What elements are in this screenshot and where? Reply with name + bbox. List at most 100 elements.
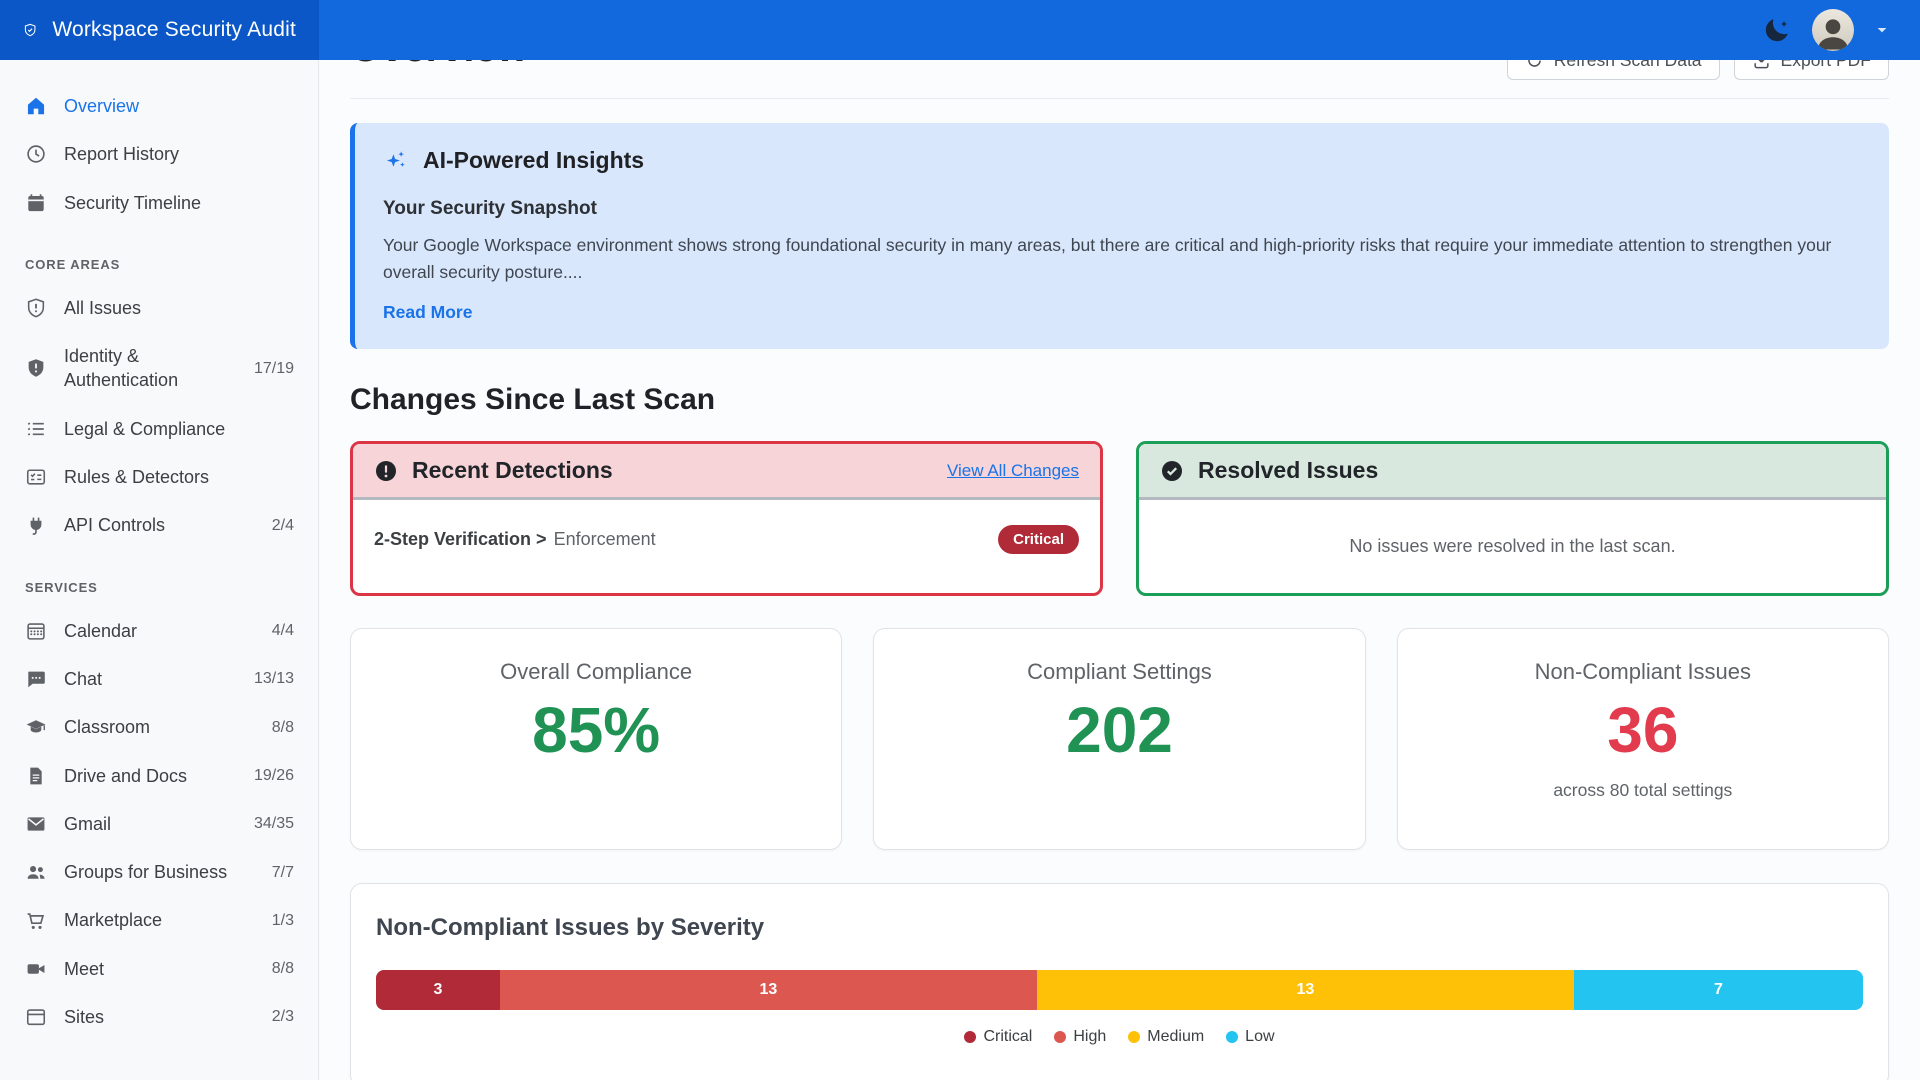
sidebar-item-legal-compliance[interactable]: Legal & Compliance <box>0 405 318 453</box>
legend-dot-medium <box>1128 1031 1141 1044</box>
sidebar-item-icon <box>25 958 47 980</box>
legend-item-high: High <box>1054 1028 1106 1046</box>
stat-card: Compliant Settings 202 <box>873 628 1366 851</box>
detection-setting: 2-Step Verification > <box>374 529 547 550</box>
sidebar-item-count: 1/3 <box>271 911 294 929</box>
sidebar-item-label: Gmail <box>64 813 112 834</box>
sidebar-item-icon <box>25 95 47 117</box>
sidebar-item-label: All Issues <box>64 297 142 318</box>
ai-snapshot-body: Your Google Workspace environment shows … <box>383 235 1832 283</box>
sidebar-section-header: CORE AREAS <box>25 256 121 272</box>
sidebar-item-gmail[interactable]: Gmail 34/35 <box>0 800 318 848</box>
sidebar-item-icon <box>25 813 47 835</box>
severity-legend: Critical High Medium Low <box>376 1028 1863 1046</box>
topbar: Workspace Security Audit <box>0 0 1920 60</box>
sidebar-item-count: 13/13 <box>253 670 294 688</box>
severity-segment-critical: 3 <box>376 970 500 1011</box>
sidebar-item-count: 8/8 <box>271 718 294 736</box>
severity-title: Non-Compliant Issues by Severity <box>376 914 765 942</box>
severity-badge: Critical <box>998 525 1079 555</box>
sidebar-item-all-issues[interactable]: All Issues <box>0 284 318 332</box>
sidebar-item-icon <box>25 297 47 319</box>
sidebar-item-label: Drive and Docs <box>64 765 188 786</box>
sidebar-section-header: SERVICES <box>25 579 98 595</box>
sidebar: Overview Report History Security Timelin… <box>0 60 319 1080</box>
shield-check-icon <box>23 17 37 43</box>
severity-segment-medium: 13 <box>1036 970 1574 1011</box>
sidebar-item-icon <box>25 418 47 440</box>
view-all-changes-link[interactable]: View All Changes <box>947 460 1079 480</box>
sidebar-item-rules-detectors[interactable]: Rules & Detectors <box>0 453 318 501</box>
sidebar-item-label: Sites <box>64 1007 105 1028</box>
detection-row[interactable]: 2-Step Verification > Enforcement Critic… <box>353 500 1100 584</box>
severity-segment-high: 13 <box>499 970 1037 1011</box>
sidebar-item-count: 34/35 <box>253 815 294 833</box>
sidebar-item-label: Chat <box>64 668 103 689</box>
legend-item-critical: Critical <box>964 1028 1032 1046</box>
ai-insights-title: AI-Powered Insights <box>423 147 645 173</box>
sidebar-item-label: Rules & Detectors <box>64 467 210 488</box>
sidebar-item-label: Marketplace <box>64 910 163 931</box>
seal-check-icon <box>1160 459 1184 483</box>
resolved-empty-text: No issues were resolved in the last scan… <box>1349 536 1676 557</box>
app-title: Workspace Security Audit <box>52 18 296 41</box>
sidebar-item-sites[interactable]: Sites 2/3 <box>0 993 318 1041</box>
sidebar-item-label: Legal & Compliance <box>64 418 226 439</box>
sidebar-item-label: API Controls <box>64 515 166 536</box>
header-divider <box>350 98 1889 99</box>
sidebar-item-icon <box>25 515 47 537</box>
stat-card: Non-Compliant Issues 36 across 80 total … <box>1396 628 1889 851</box>
recent-detections-title: Recent Detections <box>412 457 613 484</box>
sidebar-item-calendar[interactable]: Calendar 4/4 <box>0 607 318 655</box>
chevron-down-icon[interactable] <box>1874 22 1890 38</box>
sidebar-item-meet[interactable]: Meet 8/8 <box>0 945 318 993</box>
moon-icon[interactable] <box>1762 15 1792 45</box>
sidebar-item-label: Report History <box>64 144 180 165</box>
sidebar-item-label: Calendar <box>64 620 138 641</box>
sidebar-item-marketplace[interactable]: Marketplace 1/3 <box>0 896 318 944</box>
resolved-issues-card: Resolved Issues No issues were resolved … <box>1136 441 1889 597</box>
sidebar-item-icon <box>25 143 47 165</box>
sidebar-item-identity-authentication[interactable]: Identity & Authentication 17/19 <box>0 332 318 405</box>
sidebar-item-label: Meet <box>64 958 105 979</box>
detection-subsetting: Enforcement <box>553 529 656 550</box>
sidebar-item-count: 17/19 <box>253 359 294 377</box>
sidebar-item-drive-and-docs[interactable]: Drive and Docs 19/26 <box>0 752 318 800</box>
exclamation-circle-icon <box>374 459 398 483</box>
sidebar-item-count: 4/4 <box>271 622 294 640</box>
sidebar-item-groups-for-business[interactable]: Groups for Business 7/7 <box>0 848 318 896</box>
sidebar-item-count: 19/26 <box>253 766 294 784</box>
sidebar-item-icon <box>25 910 47 932</box>
sidebar-item-label: Overview <box>64 96 140 116</box>
severity-bar: 3 13 13 7 <box>376 970 1863 1011</box>
legend-dot-critical <box>964 1031 977 1044</box>
sidebar-item-classroom[interactable]: Classroom 8/8 <box>0 703 318 751</box>
sidebar-item-label: Security Timeline <box>64 192 202 213</box>
sidebar-item-label: Groups for Business <box>64 862 228 883</box>
sidebar-item-api-controls[interactable]: API Controls 2/4 <box>0 501 318 549</box>
sidebar-item-icon <box>25 620 47 642</box>
stat-value: 85% <box>532 694 661 767</box>
sidebar-item-label: Identity & Authentication <box>64 346 179 391</box>
stat-label: Overall Compliance <box>500 659 693 685</box>
stat-value: 202 <box>1066 694 1173 767</box>
sidebar-item-overview[interactable]: Overview <box>0 82 318 130</box>
legend-item-low: Low <box>1226 1028 1275 1046</box>
stat-note: across 80 total settings <box>1553 780 1733 801</box>
stat-card: Overall Compliance 85% <box>350 628 843 851</box>
legend-dot-high <box>1054 1031 1067 1044</box>
sidebar-item-report-history[interactable]: Report History <box>0 130 318 178</box>
stats-row: Overall Compliance 85% Compliant Setting… <box>350 628 1889 851</box>
sidebar-item-icon <box>25 668 47 690</box>
sidebar-item-icon <box>25 192 47 214</box>
legend-dot-low <box>1226 1031 1239 1044</box>
sidebar-item-count: 2/4 <box>271 516 294 534</box>
sidebar-item-icon <box>25 861 47 883</box>
stat-label: Compliant Settings <box>1027 659 1212 685</box>
sidebar-item-security-timeline[interactable]: Security Timeline <box>0 179 318 227</box>
user-avatar[interactable] <box>1812 9 1854 51</box>
read-more-link[interactable]: Read More <box>383 302 473 323</box>
topbar-brand: Workspace Security Audit <box>0 0 319 60</box>
sidebar-item-label: Classroom <box>64 717 151 738</box>
sidebar-item-chat[interactable]: Chat 13/13 <box>0 655 318 703</box>
